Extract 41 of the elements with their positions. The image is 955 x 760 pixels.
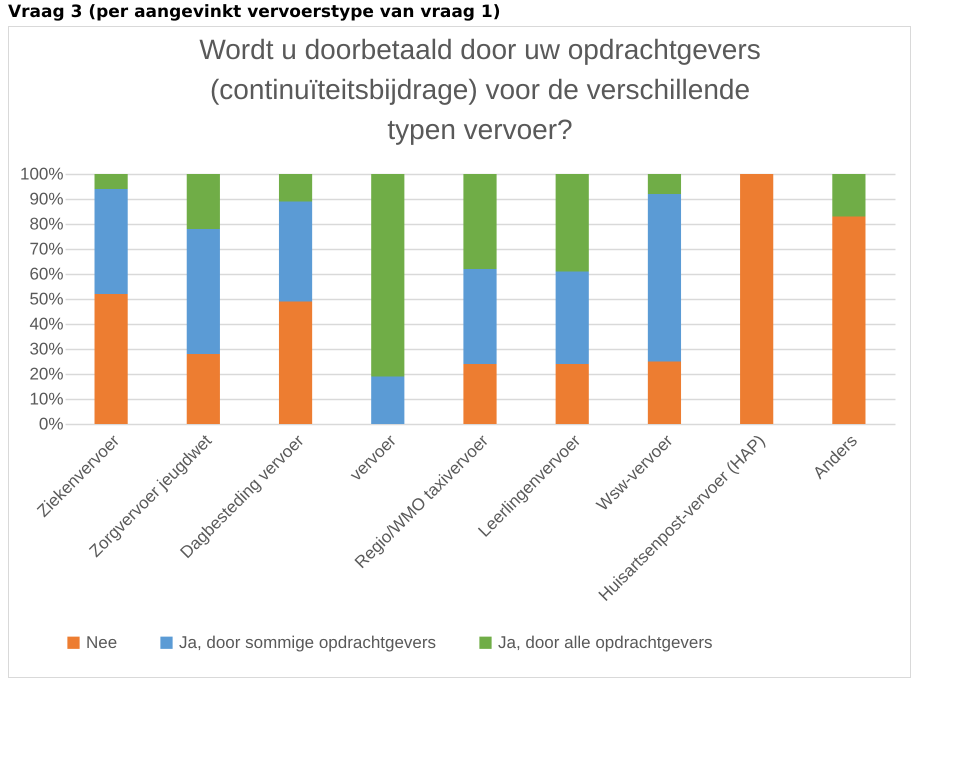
legend-label: Ja, door alle opdrachtgevers (498, 632, 713, 652)
bar (463, 364, 497, 424)
y-tick-label: 20% (29, 364, 64, 384)
y-tick-label: 10% (29, 390, 64, 408)
bar (186, 174, 220, 229)
bar (463, 269, 497, 364)
bar (371, 376, 404, 424)
legend-label: Nee (86, 632, 118, 652)
bar (186, 229, 220, 354)
bar (648, 174, 682, 194)
bar (556, 174, 589, 272)
y-tick-label: 0% (38, 414, 64, 434)
bar (556, 272, 589, 364)
y-tick-label: 90% (29, 190, 64, 208)
bar (94, 294, 128, 424)
bar (94, 189, 128, 294)
y-tick-label: 70% (29, 240, 64, 258)
bar (556, 364, 589, 424)
y-tick-label: 50% (29, 290, 64, 308)
bar (94, 174, 128, 189)
bar (463, 174, 497, 269)
y-tick-label: 30% (29, 340, 64, 358)
y-tick-label: 80% (29, 214, 64, 234)
text: (continuïteitsbijdrage) voor de verschillende (210, 74, 750, 105)
bar (278, 202, 312, 302)
bar (186, 354, 220, 424)
bar (648, 362, 682, 424)
text: Vraag 3 (per aangevinkt vervoerstype van vraag 1) (7, 1, 502, 24)
bar (740, 174, 774, 424)
bar (648, 194, 682, 362)
legend-label: Ja, door sommige opdrachtgevers (179, 632, 436, 652)
y-tick-label: 100% (20, 164, 64, 184)
bar (832, 174, 866, 216)
bar (278, 302, 312, 424)
y-tick-label: 60% (29, 264, 64, 284)
bar (278, 174, 312, 202)
bar (371, 174, 404, 376)
bar (832, 216, 866, 424)
text: typen vervoer? (387, 114, 573, 145)
y-tick-label: 40% (29, 314, 64, 334)
text: Wordt u doorbetaald door uw opdrachtgevers (199, 34, 761, 65)
